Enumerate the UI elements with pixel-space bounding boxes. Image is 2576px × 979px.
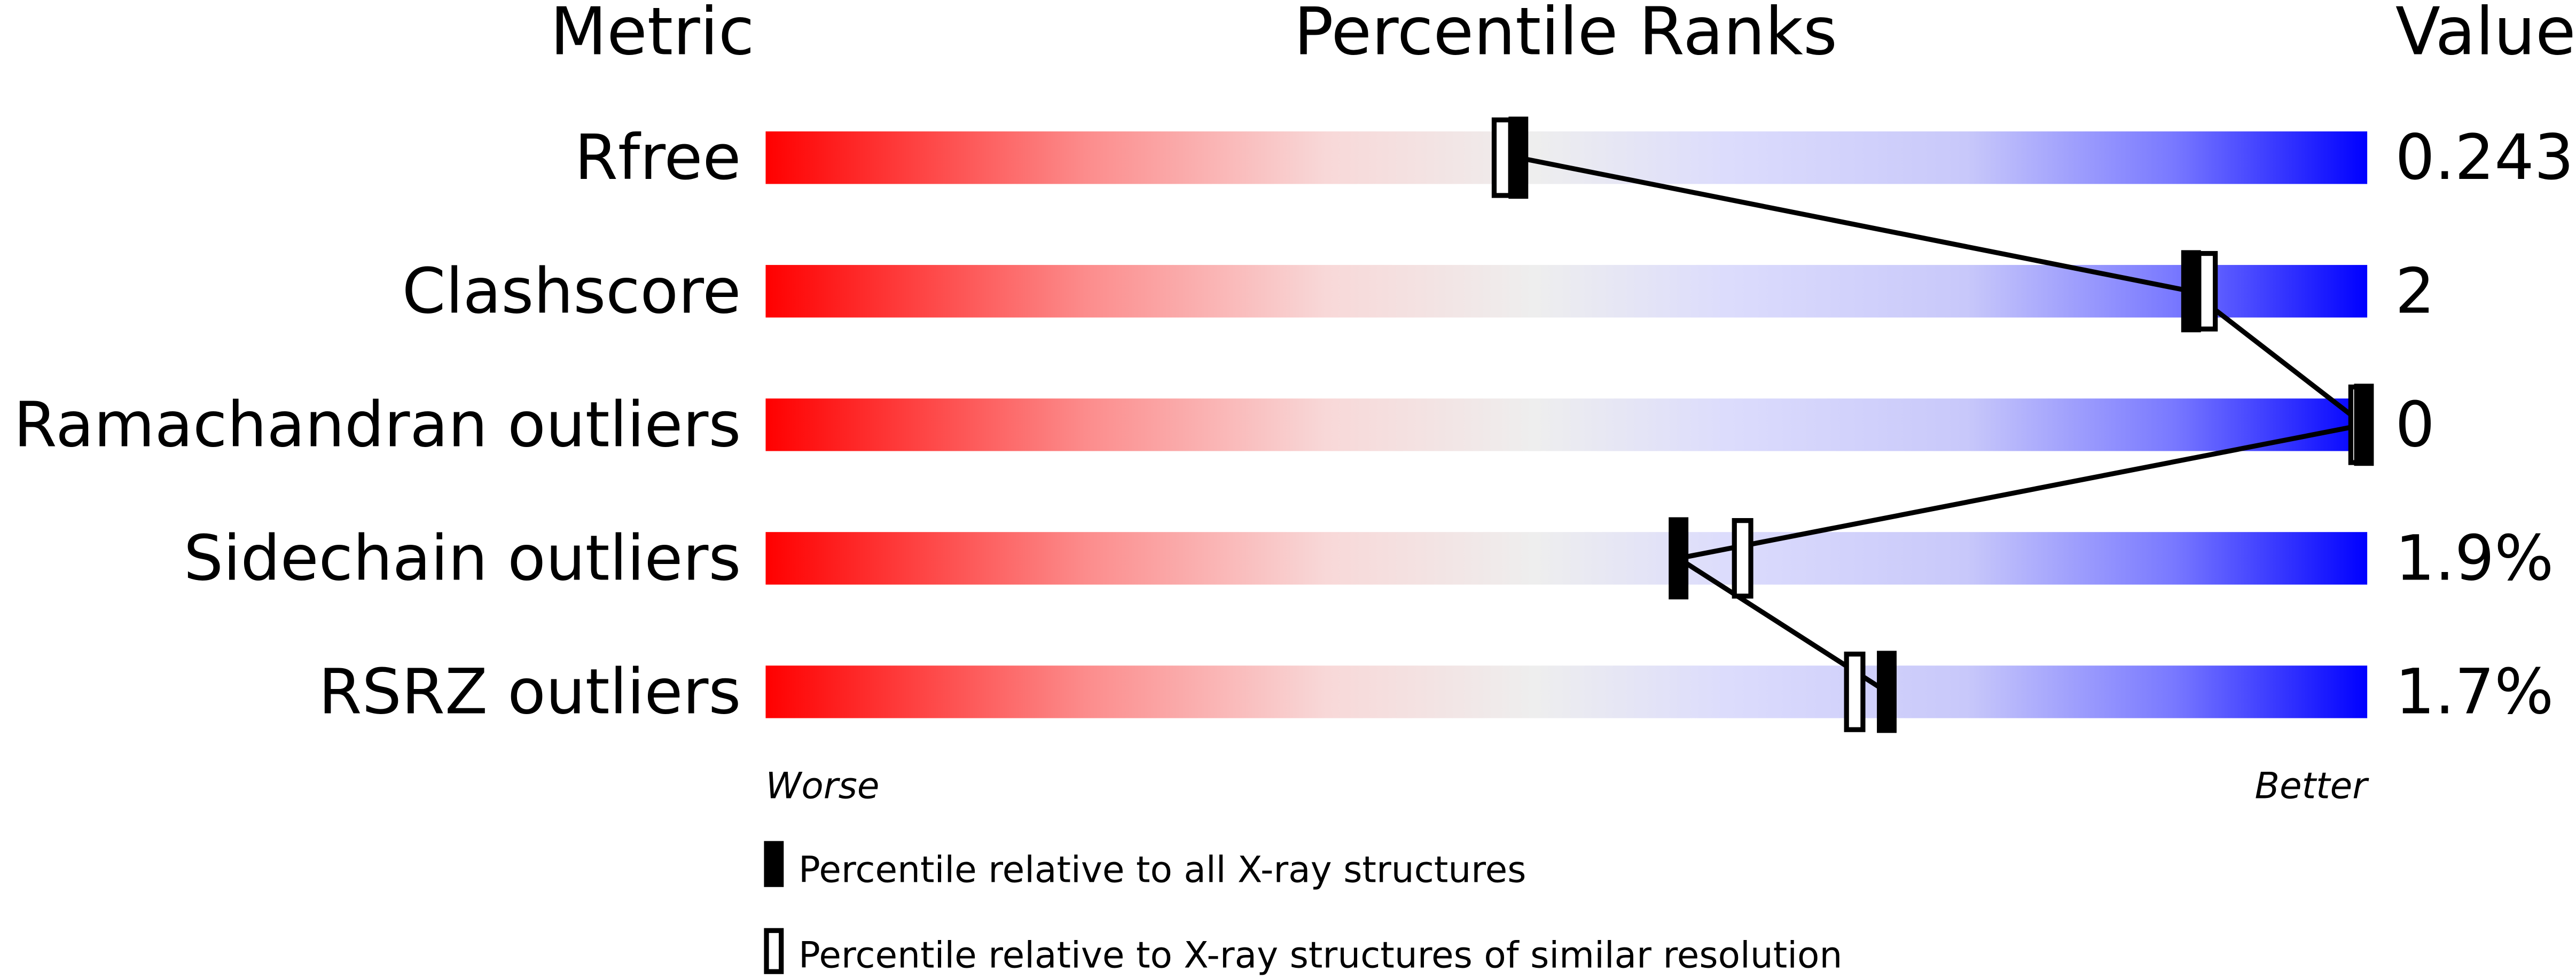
marker-all-structures [1669,517,1689,600]
metric-label: RSRZ outliers [318,655,741,728]
percentile-bar [765,665,2368,718]
metric-label: Clashscore [402,255,741,327]
metric-label: Rfree [575,121,741,194]
marker-similar-resolution [1732,518,1753,599]
marker-all-structures [1877,651,1897,733]
percentile-bar [765,532,2368,585]
legend-open-label: Percentile relative to X-ray structures … [798,934,1842,976]
marker-all-structures [2181,250,2201,333]
metric-value: 2 [2395,255,2434,327]
marker-all-structures [2354,383,2374,466]
metric-label: Sidechain outliers [184,522,741,594]
metric-value: 0 [2395,388,2434,461]
legend-open-marker [764,928,784,974]
marker-similar-resolution [1844,652,1866,732]
marker-similar-resolution [1491,117,1513,198]
metric-value: 1.7% [2395,655,2554,728]
marker-similar-resolution [2196,250,2218,332]
percentile-bar [765,265,2368,318]
metric-value: 1.9% [2395,522,2554,594]
header-value: Value [2395,0,2576,70]
axis-label-worse: Worse [765,765,879,807]
metric-value: 0.243 [2395,121,2574,194]
legend-filled-marker [764,841,784,887]
percentile-bar [765,131,2368,184]
percentile-bar [765,398,2368,451]
header-percentile-ranks: Percentile Ranks [1294,0,1837,70]
legend-filled-label: Percentile relative to all X-ray structu… [798,849,1526,891]
metric-label: Ramachandran outliers [13,388,741,461]
header-metric: Metric [550,0,754,70]
marker-all-structures [1508,116,1529,199]
axis-label-better: Better [2255,765,2370,807]
